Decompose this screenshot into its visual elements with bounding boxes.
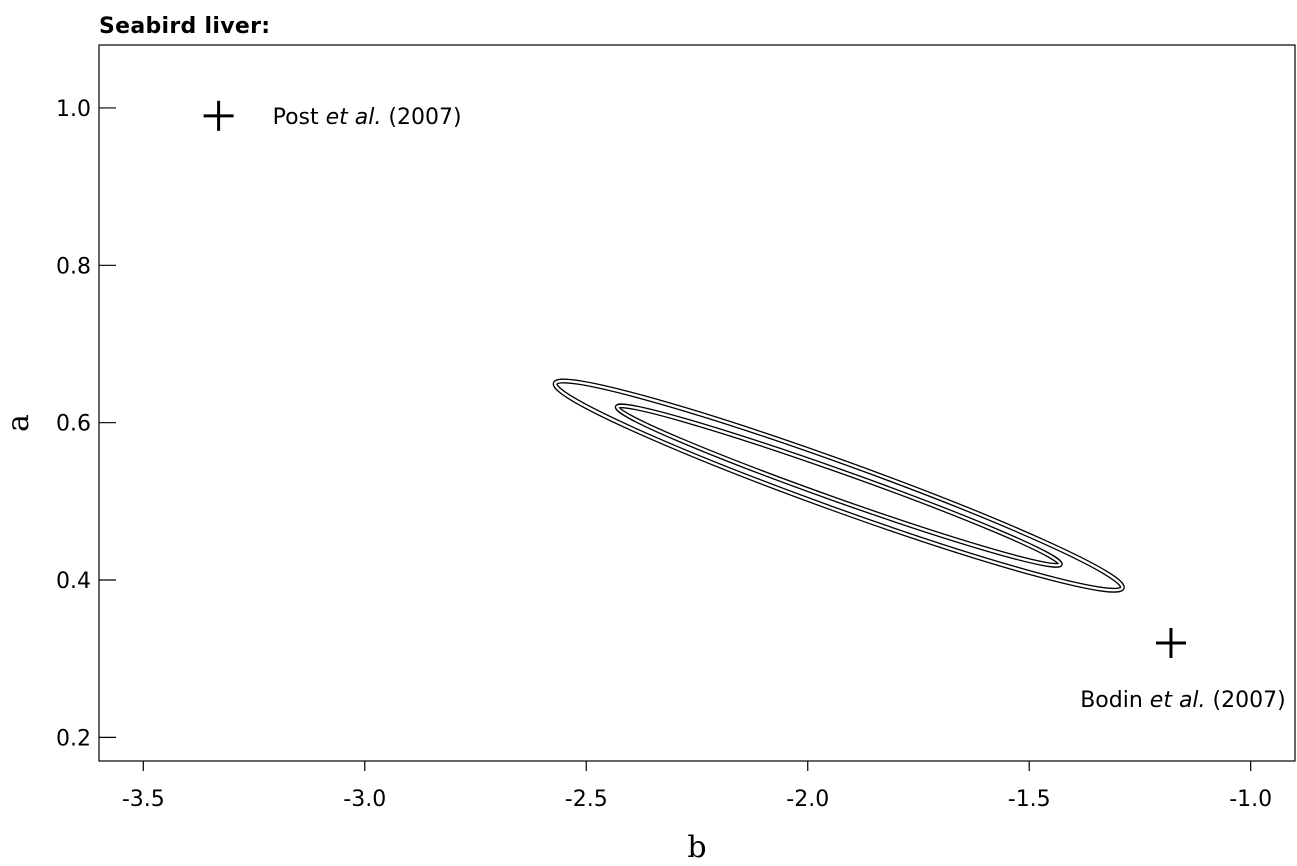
point-bodin: Bodin et al. (2007) <box>1080 627 1286 713</box>
y-tick-label: 0.8 <box>56 254 91 279</box>
x-tick-label: -1.5 <box>1008 787 1051 812</box>
contours <box>552 378 1125 593</box>
x-tick-label: -2.5 <box>565 787 608 812</box>
y-tick-label: 0.4 <box>56 569 91 594</box>
x-axis: -3.5 -3.0 -2.5 -2.0 -1.5 -1.0 <box>122 761 1272 812</box>
contour-inner <box>614 403 1063 568</box>
reference-points: Post et al. (2007) Bodin et al. (2007) <box>203 100 1286 713</box>
x-tick-label: -3.0 <box>343 787 386 812</box>
point-post: Post et al. (2007) <box>203 100 462 131</box>
y-tick-label: 0.6 <box>56 412 91 437</box>
y-tick-label: 1.0 <box>56 97 91 122</box>
x-axis-title: b <box>687 830 706 865</box>
contour-outer-inner-gap <box>553 379 1124 592</box>
x-tick-label: -1.0 <box>1229 787 1272 812</box>
plot-frame <box>98 44 1296 762</box>
contour-inner-inner-gap <box>616 404 1062 567</box>
point-label: Bodin et al. (2007) <box>1080 688 1285 713</box>
y-axis-title: a <box>1 414 36 432</box>
chart-title: Seabird liver: <box>99 14 271 39</box>
x-tick-label: -3.5 <box>122 787 165 812</box>
contour-outer <box>552 378 1125 593</box>
y-axis: 0.2 0.4 0.6 0.8 1.0 <box>56 97 116 751</box>
x-tick-label: -2.0 <box>786 787 829 812</box>
point-label: Post et al. (2007) <box>273 105 462 130</box>
y-tick-label: 0.2 <box>56 726 91 751</box>
